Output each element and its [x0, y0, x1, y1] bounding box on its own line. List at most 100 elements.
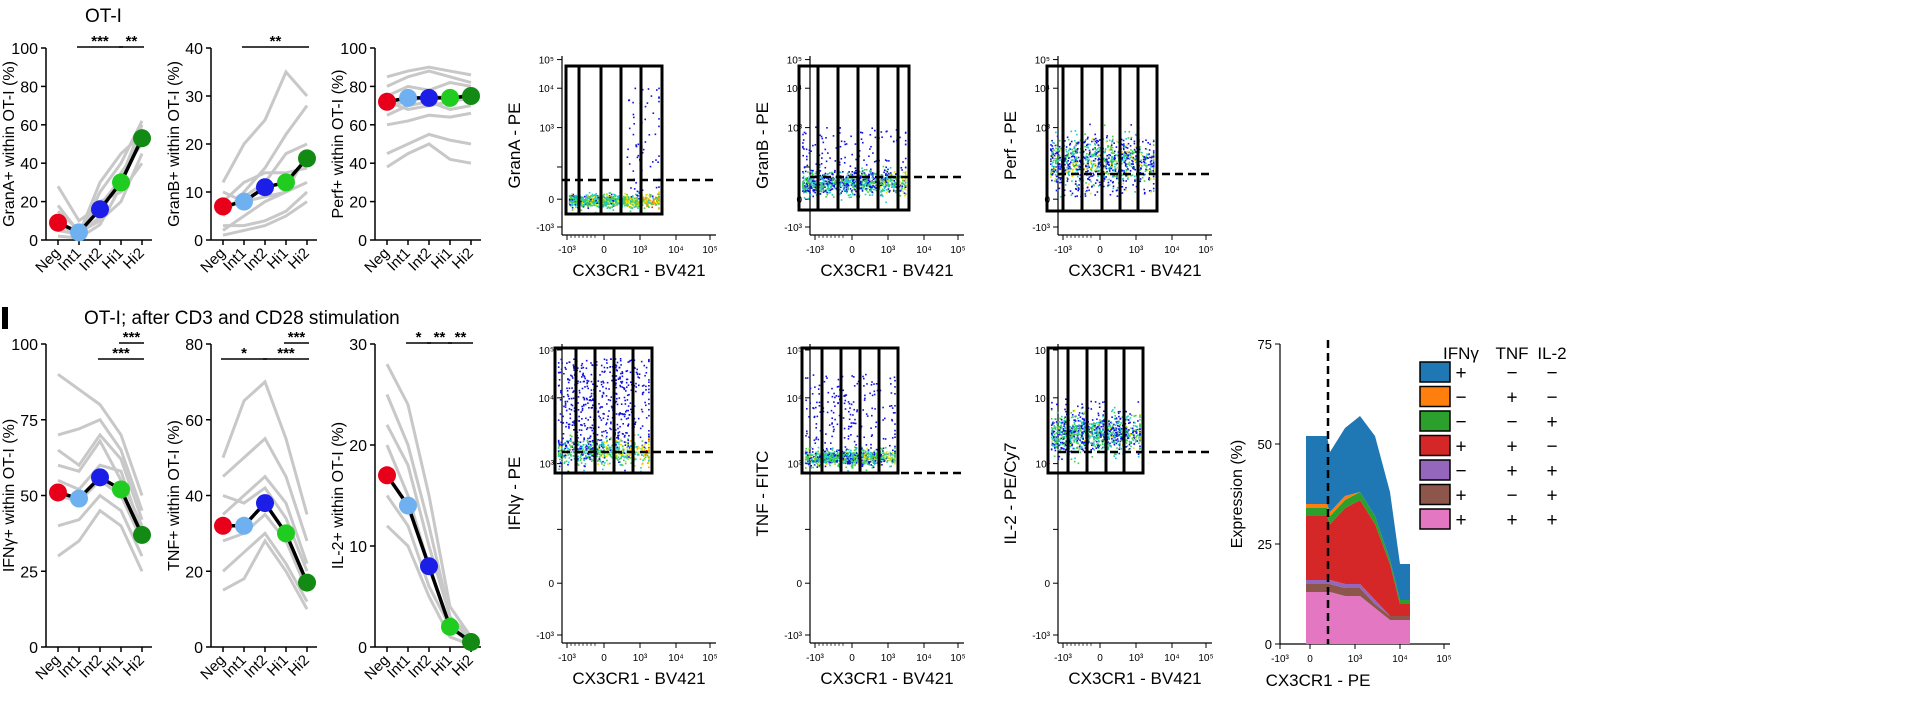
event-dot [566, 387, 568, 390]
event-dot [570, 455, 572, 457]
event-dot [1123, 154, 1125, 156]
event-dot [802, 133, 804, 136]
event-dot [627, 423, 630, 425]
event-dot [820, 181, 823, 184]
event-dot [565, 421, 568, 424]
event-dot [658, 208, 660, 210]
event-dot [643, 207, 646, 209]
event-dot [1105, 172, 1107, 175]
event-dot [1056, 158, 1058, 160]
event-dot [1152, 140, 1155, 143]
event-dot [901, 185, 904, 187]
event-dot [904, 171, 907, 173]
event-dot [1075, 168, 1078, 171]
event-dot [615, 386, 618, 389]
event-dot [839, 174, 841, 177]
event-dot [580, 204, 583, 206]
event-dot [641, 463, 643, 466]
event-dot [886, 130, 888, 133]
event-dot [1096, 164, 1098, 167]
event-dot [1143, 192, 1146, 195]
event-dot [608, 447, 610, 449]
event-dot [602, 452, 604, 455]
event-dot [863, 172, 865, 174]
events [568, 87, 660, 214]
event-dot [561, 460, 563, 463]
event-dot [573, 366, 575, 369]
event-dot [625, 370, 628, 373]
event-dot [1084, 193, 1087, 195]
event-dot [644, 401, 646, 404]
event-dot [638, 377, 641, 379]
event-dot [1056, 177, 1059, 179]
event-dot [855, 172, 857, 174]
event-dot [867, 183, 869, 186]
event-dot [851, 192, 854, 195]
event-dot [842, 178, 845, 180]
event-dot [830, 182, 833, 185]
event-dot [614, 194, 616, 196]
event-dot [1078, 168, 1081, 171]
event-dot [658, 191, 660, 193]
event-dot [1133, 158, 1135, 160]
event-dot [875, 160, 878, 162]
event-dot [846, 174, 848, 177]
event-dot [1067, 173, 1070, 176]
event-dot [826, 194, 829, 196]
y-tick-label: 10⁵ [787, 346, 802, 357]
event-dot [805, 177, 808, 180]
event-dot [1125, 163, 1127, 166]
event-dot [590, 196, 593, 199]
event-dot [614, 197, 616, 200]
event-dot [849, 188, 852, 190]
event-dot [602, 417, 605, 420]
event-dot [1124, 145, 1126, 148]
event-dot [852, 186, 855, 188]
event-dot [563, 372, 565, 375]
event-dot [862, 141, 864, 144]
event-dot [1098, 150, 1101, 152]
event-dot [887, 177, 889, 179]
event-dot [1084, 140, 1086, 143]
event-dot [851, 181, 854, 183]
event-dot [627, 458, 629, 461]
event-dot [1090, 192, 1092, 195]
event-dot [570, 194, 572, 197]
event-dot [623, 388, 626, 391]
event-dot [869, 186, 872, 189]
event-dot [809, 170, 811, 173]
event-dot [611, 197, 613, 199]
event-dot [1150, 166, 1152, 168]
event-dot [900, 189, 903, 192]
x-tick-label: 10³ [881, 245, 896, 256]
event-dot [1152, 139, 1155, 142]
y-tick-label: 10³ [788, 460, 803, 471]
event-dot [818, 166, 821, 168]
event-dot [1097, 175, 1099, 178]
event-dot [650, 202, 652, 205]
event-dot [620, 418, 623, 421]
event-dot [1111, 181, 1114, 184]
event-dot [1074, 130, 1077, 132]
event-dot [565, 368, 567, 370]
event-dot [1121, 144, 1124, 146]
event-dot [577, 444, 580, 446]
event-dot [563, 395, 565, 398]
mean-point-int2 [420, 88, 438, 107]
event-dot [583, 375, 586, 377]
event-dot [1084, 145, 1086, 148]
event-dot [827, 182, 829, 184]
event-dot [865, 188, 867, 190]
event-dot [802, 177, 804, 179]
event-dot [590, 195, 592, 197]
event-dot [1087, 163, 1089, 165]
event-dot [1126, 144, 1128, 146]
event-dot [1124, 165, 1127, 167]
event-dot [617, 448, 620, 451]
x-tick-label: 10⁴ [916, 653, 931, 664]
event-dot [822, 178, 824, 180]
event-dot [803, 185, 806, 187]
event-dot [820, 189, 823, 191]
replicate-line [386, 69, 472, 88]
